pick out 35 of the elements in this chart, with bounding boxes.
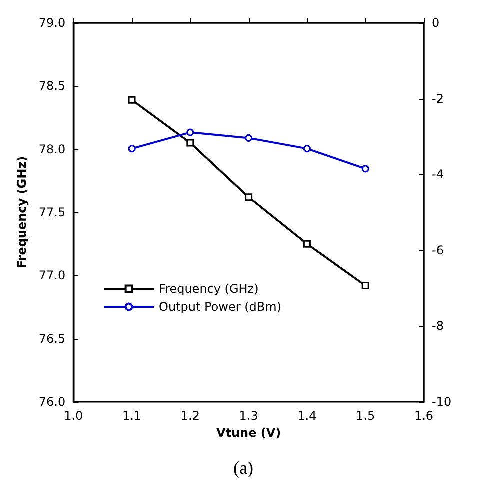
y2-tick-label: -2 — [432, 92, 444, 106]
x-tick-label: 1.2 — [180, 409, 200, 423]
point — [128, 96, 136, 104]
y2-tick-label: -10 — [432, 395, 452, 409]
x-axis-title: Vtune (V) — [216, 426, 282, 440]
y-tick-label: 76.0 — [38, 395, 66, 409]
y-axis-title: Frequency (GHz) — [15, 156, 29, 269]
y-tick-label: 77.5 — [38, 206, 66, 220]
x-tick-label: 1.0 — [64, 409, 84, 423]
point — [186, 128, 194, 136]
point — [186, 139, 194, 147]
y-tick-label: 78.0 — [38, 142, 66, 156]
x-tick-label: 1.1 — [122, 409, 142, 423]
y-tick-label: 79.0 — [38, 16, 66, 30]
y2-tick-label: 0 — [432, 16, 440, 30]
point — [128, 145, 136, 153]
point — [303, 240, 311, 248]
legend-label: Frequency (GHz) — [159, 282, 259, 296]
x-tick-label: 1.4 — [298, 409, 317, 423]
y2-tick-label: -4 — [432, 168, 444, 182]
point — [362, 165, 370, 173]
x-tick-label: 1.3 — [239, 409, 258, 423]
point — [245, 134, 253, 142]
y-tick-label: 76.5 — [38, 332, 66, 346]
x-tick-label: 1.5 — [356, 409, 376, 423]
y-tick-label: 77.0 — [38, 268, 66, 283]
point — [303, 145, 311, 153]
y2-tick-label: -8 — [432, 319, 444, 334]
point — [362, 282, 370, 290]
y-tick-label: 78.5 — [38, 79, 66, 94]
point — [245, 194, 253, 202]
x-tick-label: 1.6 — [414, 409, 434, 423]
legend-label: Output Power (dBm) — [159, 300, 282, 314]
text: (a) — [234, 458, 254, 478]
y2-tick-label: -6 — [432, 243, 444, 258]
